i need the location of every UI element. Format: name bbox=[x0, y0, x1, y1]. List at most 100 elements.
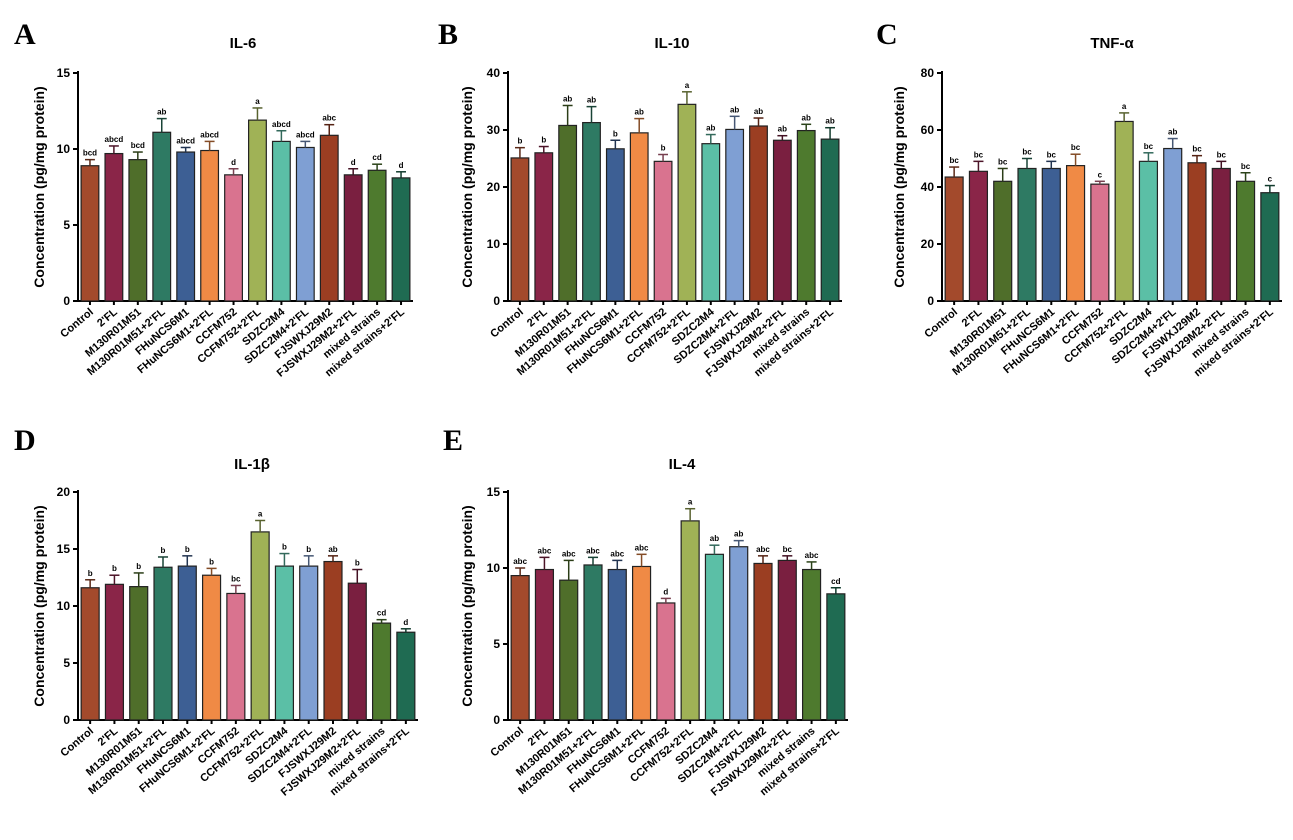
y-tick-label: 10 bbox=[57, 599, 71, 613]
bar-3 bbox=[129, 586, 149, 721]
bar-5 bbox=[1041, 167, 1061, 302]
bar-13 bbox=[367, 169, 387, 302]
significance-label: b bbox=[112, 564, 117, 573]
panel-il4: E IL-4 Concentration (pg/mg protein) 0 5 1… bbox=[443, 424, 848, 799]
significance-label: ab bbox=[328, 545, 337, 554]
y-tick-label: 30 bbox=[487, 123, 501, 137]
significance-label: abc bbox=[756, 545, 770, 554]
y-tick-label: 40 bbox=[487, 66, 501, 80]
significance-label: ab bbox=[706, 124, 715, 133]
y-tick-label: 20 bbox=[57, 485, 71, 499]
panel-il10: B IL-10 Concentration (pg/mg protein) 0 1… bbox=[438, 18, 842, 380]
bar-11 bbox=[753, 562, 773, 721]
significance-label: bc bbox=[1047, 150, 1057, 159]
bar-8 bbox=[1114, 120, 1134, 302]
y-axis-label-il10: Concentration (pg/mg protein) bbox=[459, 86, 475, 287]
significance-label: a bbox=[685, 81, 690, 90]
significance-label: ab bbox=[778, 125, 787, 134]
bar-1 bbox=[510, 157, 530, 302]
significance-label: abc bbox=[635, 543, 649, 552]
panel-letter-c: C bbox=[876, 18, 898, 51]
significance-label: abc bbox=[538, 546, 552, 555]
chart-title-il4: IL-4 bbox=[669, 456, 696, 473]
significance-label: a bbox=[255, 97, 260, 106]
y-tick-label: 15 bbox=[57, 66, 71, 80]
bar-14 bbox=[826, 593, 846, 721]
significance-label: b bbox=[306, 545, 311, 554]
y-tick-label: 10 bbox=[57, 142, 71, 156]
significance-label: b bbox=[282, 543, 287, 552]
significance-label: b bbox=[185, 545, 190, 554]
panel-letter-b: B bbox=[438, 18, 458, 51]
significance-label: b bbox=[136, 562, 141, 571]
chart-title-tnfa: TNF-α bbox=[1090, 35, 1134, 52]
significance-label: b bbox=[517, 137, 522, 146]
bar-5 bbox=[176, 151, 196, 302]
bar-14 bbox=[820, 138, 840, 302]
bar-6 bbox=[631, 565, 652, 721]
panel-letter-d: D bbox=[14, 424, 36, 457]
y-tick-label: 5 bbox=[63, 656, 70, 670]
y-axis-label-il6: Concentration (pg/mg protein) bbox=[31, 86, 47, 287]
bar-3 bbox=[558, 124, 578, 302]
significance-label: ab bbox=[710, 534, 719, 543]
panel-letter-e: E bbox=[443, 424, 463, 457]
bar-14 bbox=[396, 631, 416, 721]
bar-13 bbox=[1235, 180, 1256, 302]
bar-1 bbox=[80, 165, 100, 302]
bar-6 bbox=[200, 149, 220, 302]
bar-10 bbox=[1163, 147, 1183, 302]
significance-label: abcd bbox=[105, 135, 124, 144]
bar-13 bbox=[796, 129, 816, 302]
bar-9 bbox=[271, 140, 291, 302]
bar-14 bbox=[1260, 192, 1280, 302]
bar-11 bbox=[749, 125, 768, 302]
bar-7 bbox=[653, 160, 673, 302]
y-tick-label: 40 bbox=[921, 180, 935, 194]
bar-9 bbox=[704, 553, 725, 721]
significance-label: c bbox=[1098, 170, 1103, 179]
significance-label: bc bbox=[1217, 150, 1227, 159]
significance-label: bc bbox=[1144, 142, 1154, 151]
chart-title-il10: IL-10 bbox=[654, 35, 689, 52]
bar-7 bbox=[656, 602, 676, 721]
bar-5 bbox=[605, 148, 625, 302]
significance-label: b bbox=[161, 546, 166, 555]
panel-letter-a: A bbox=[14, 18, 36, 51]
bar-9 bbox=[274, 565, 295, 721]
significance-label: bc bbox=[783, 545, 793, 554]
y-tick-label: 15 bbox=[487, 485, 501, 499]
y-tick-label: 20 bbox=[487, 180, 501, 194]
y-tick-label: 10 bbox=[487, 237, 501, 251]
significance-label: abc bbox=[610, 549, 624, 558]
significance-label: ab bbox=[825, 117, 834, 126]
bar-4 bbox=[153, 566, 173, 721]
y-tick-label: 5 bbox=[493, 637, 500, 651]
significance-label: b bbox=[88, 569, 93, 578]
y-axis-label-tnfa: Concentration (pg/mg protein) bbox=[891, 86, 907, 287]
bar-12 bbox=[1211, 167, 1231, 302]
bar-12 bbox=[343, 174, 363, 302]
bar-2 bbox=[534, 568, 555, 721]
bar-10 bbox=[299, 565, 319, 721]
bar-2 bbox=[968, 170, 989, 302]
bar-4 bbox=[1017, 167, 1037, 302]
significance-label: d bbox=[399, 161, 404, 170]
significance-label: bcd bbox=[131, 141, 145, 150]
bar-8 bbox=[677, 103, 697, 302]
bar-9 bbox=[1138, 160, 1159, 302]
significance-label: bc bbox=[231, 574, 241, 583]
bar-5 bbox=[607, 568, 627, 721]
y-tick-label: 5 bbox=[63, 218, 70, 232]
significance-label: abc bbox=[322, 114, 336, 123]
bar-10 bbox=[729, 546, 749, 721]
significance-label: cd bbox=[377, 609, 386, 618]
bar-5 bbox=[177, 565, 197, 721]
significance-label: ab bbox=[802, 113, 811, 122]
significance-label: abc bbox=[562, 549, 576, 558]
y-tick-label: 15 bbox=[57, 542, 71, 556]
bar-7 bbox=[226, 592, 246, 721]
significance-label: bc bbox=[1022, 148, 1032, 157]
significance-label: a bbox=[1122, 102, 1127, 111]
